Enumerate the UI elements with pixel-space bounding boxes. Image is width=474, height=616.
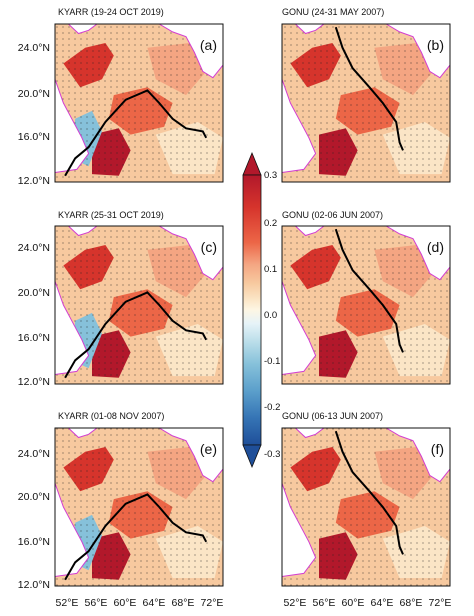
panel-a-title: KYARR (19-24 OCT 2019)	[58, 7, 164, 17]
coastline-arabia	[55, 483, 90, 578]
lon-label-72e-left: 72°E	[201, 597, 224, 609]
panel-label-f: (f)	[431, 441, 444, 457]
panel-b-title: GONU (24-31 MAY 2007)	[282, 7, 384, 17]
lon-label-60e-left: 60°E	[114, 597, 137, 609]
lon-label-56e-left: 56°E	[85, 597, 108, 609]
lon-label-68e-left: 68°E	[172, 597, 195, 609]
panel-frame	[281, 427, 451, 587]
colorbar-label-0.2: 0.2	[264, 218, 277, 229]
map-panel-d: (d)	[281, 225, 451, 385]
lat-label-24n-row1: 24.0°N	[18, 42, 50, 54]
coastline-arabia	[282, 281, 317, 376]
lon-label-72e-right: 72°E	[429, 597, 452, 609]
panel-c-title: KYARR (25-31 OCT 2019)	[58, 210, 164, 220]
map-panel-b: (b)	[281, 23, 451, 183]
colorbar-label-0.3: 0.3	[264, 170, 277, 181]
cyclone-track	[64, 291, 208, 379]
lat-label-16n-row2: 16.0°N	[18, 332, 50, 344]
coastline-arabia	[55, 281, 90, 376]
lat-label-24n-row3: 24.0°N	[18, 448, 50, 460]
panel-label-c: (c)	[201, 239, 217, 255]
map-panel-e: (e)	[54, 427, 224, 587]
map-panel-c: (c)	[54, 225, 224, 385]
coastline-land	[55, 24, 223, 79]
coastline-arabia	[282, 79, 317, 174]
colorbar-top-arrow	[242, 151, 262, 176]
panel-frame	[54, 427, 224, 587]
coastline-arabia	[55, 79, 90, 174]
colorbar-label-neg0.1: -0.1	[264, 356, 280, 367]
colorbar-body	[242, 174, 262, 446]
panel-frame	[281, 23, 451, 183]
cyclone-track	[334, 26, 404, 151]
lon-label-52e-left: 52°E	[56, 597, 79, 609]
panel-d-title: GONU (02-06 JUN 2007)	[282, 210, 383, 220]
colorbar-label-0.1: 0.1	[264, 264, 277, 275]
lat-label-24n-row2: 24.0°N	[18, 242, 50, 254]
colorbar-label-0.0: 0.0	[264, 310, 277, 321]
colorbar-label-neg0.3: -0.3	[264, 449, 280, 460]
panel-frame	[54, 23, 224, 183]
panel-label-d: (d)	[427, 239, 444, 255]
lon-label-56e-right: 56°E	[313, 597, 336, 609]
lat-label-16n-row3: 16.0°N	[18, 536, 50, 548]
coastline-arabia	[282, 483, 317, 578]
coastline-land	[282, 24, 450, 79]
lat-label-20n-row1: 20.0°N	[18, 88, 50, 100]
panel-label-e: (e)	[200, 441, 217, 457]
lon-label-68e-right: 68°E	[400, 597, 423, 609]
coastline-land	[282, 226, 450, 281]
map-panel-a: (a)	[54, 23, 224, 183]
lon-label-60e-right: 60°E	[342, 597, 365, 609]
colorbar: 0.3 0.2 0.1 0.0 -0.1 -0.2 -0.3	[242, 151, 280, 469]
lon-label-52e-right: 52°E	[284, 597, 307, 609]
coastline-land	[282, 428, 450, 483]
colorbar-bottom-arrow	[242, 444, 262, 469]
coastline-land	[55, 428, 223, 483]
lat-label-12n-row3: 12.0°N	[18, 579, 50, 591]
panel-label-a: (a)	[200, 37, 217, 53]
cyclone-track	[334, 430, 404, 555]
panel-frame	[54, 225, 224, 385]
lat-label-16n-row1: 16.0°N	[18, 131, 50, 143]
colorbar-label-neg0.2: -0.2	[264, 402, 280, 413]
lat-label-20n-row3: 20.0°N	[18, 491, 50, 503]
coastline-land	[55, 226, 223, 281]
panel-e-title: KYARR (01-08 NOV 2007)	[58, 411, 164, 421]
lon-label-64e-left: 64°E	[143, 597, 166, 609]
lon-label-64e-right: 64°E	[371, 597, 394, 609]
panel-label-b: (b)	[427, 37, 444, 53]
panel-frame	[281, 225, 451, 385]
lat-label-12n-row1: 12.0°N	[18, 175, 50, 187]
cyclone-track	[334, 228, 404, 353]
map-panel-f: (f)	[281, 427, 451, 587]
cyclone-track	[64, 493, 208, 581]
lat-label-20n-row2: 20.0°N	[18, 287, 50, 299]
lat-label-12n-row2: 12.0°N	[18, 376, 50, 388]
panel-f-title: GONU (06-13 JUN 2007)	[282, 411, 383, 421]
cyclone-track	[64, 89, 208, 177]
